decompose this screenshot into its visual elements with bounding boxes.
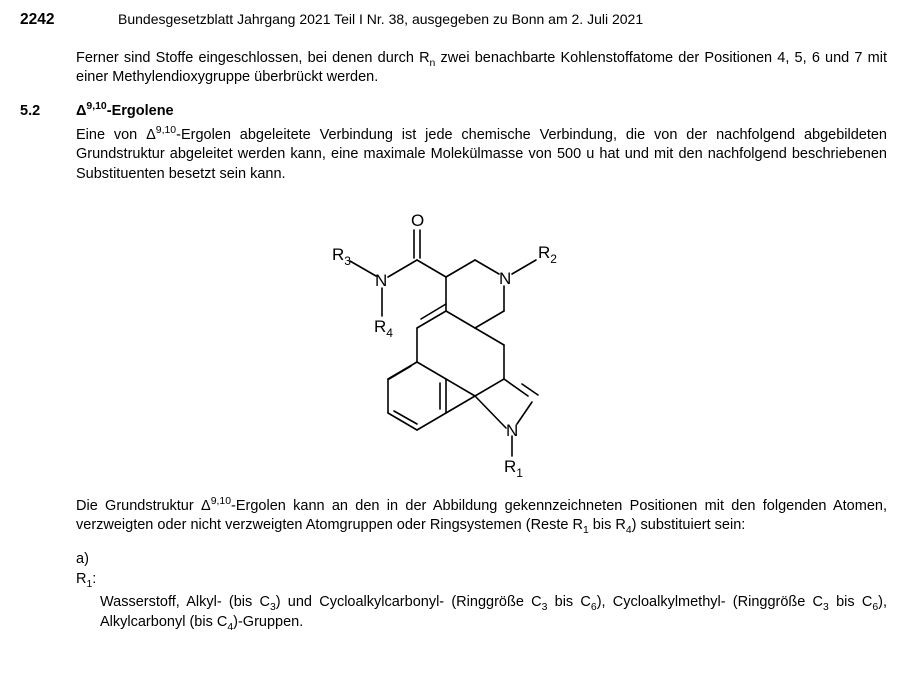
- atom-label-R3-sub: 3: [344, 254, 351, 268]
- section-title-sup: 9,10: [86, 101, 106, 112]
- list-item-a: a) R1:: [76, 550, 887, 589]
- la-t2: ) und Cycloalkylcarbonyl- (Ringgröße C: [276, 594, 542, 610]
- atom-label-N-indole: N: [506, 421, 518, 440]
- def-sup1: 9,10: [156, 125, 176, 136]
- section-title-pre: Δ: [76, 103, 86, 119]
- list-a-label: a) R1:: [76, 550, 100, 589]
- la-t5: bis C: [829, 594, 872, 610]
- after-paragraph: Die Grundstruktur Δ9,10-Ergolen kann an …: [76, 497, 887, 536]
- atom-label-N-amide: N: [375, 271, 387, 290]
- la-t4: ), Cycloalkylmethyl- (Ring­größe C: [597, 594, 823, 610]
- la-t3: bis C: [547, 594, 590, 610]
- section-title-post: -Ergolene: [107, 103, 174, 119]
- def-t1: Eine von Δ: [76, 127, 156, 143]
- la-t1: Wasserstoff, Alkyl- (bis C: [100, 594, 270, 610]
- after-t1: Die Grundstruktur Δ: [76, 498, 211, 514]
- section-heading-row: 5.2 Δ9,10-Ergolene: [20, 102, 887, 122]
- atom-label-R4-sub: 4: [386, 326, 393, 340]
- section-title: Δ9,10-Ergolene: [76, 102, 174, 122]
- section-number: 5.2: [20, 102, 76, 122]
- atom-label-R2: R: [538, 243, 550, 262]
- page-header: 2242 Bundesgesetzblatt Jahrgang 2021 Tei…: [20, 10, 887, 31]
- atom-label-R1-sub: 1: [516, 466, 523, 478]
- list-a-body: Wasserstoff, Alkyl- (bis C3) und Cycloal…: [100, 593, 887, 632]
- svg-text:R3: R3: [332, 245, 351, 268]
- intro-text-1: Ferner sind Stoffe eingeschlossen, bei d…: [76, 50, 430, 66]
- molecule-diagram: O R3 N R4 N R2 N R1: [274, 198, 634, 478]
- def-t2: -Ergolen abgeleitete Verbindung ist jede…: [76, 127, 887, 182]
- svg-text:R2: R2: [538, 243, 557, 266]
- after-t4: ) substituiert sein:: [632, 517, 746, 533]
- svg-text:R1: R1: [504, 457, 523, 478]
- chemical-structure: O R3 N R4 N R2 N R1: [20, 198, 887, 485]
- after-sup1: 9,10: [211, 496, 231, 507]
- atom-label-R2-sub: 2: [550, 252, 557, 266]
- intro-paragraph: Ferner sind Stoffe eingeschlossen, bei d…: [76, 49, 887, 88]
- atom-label-R1: R: [504, 457, 516, 476]
- atom-label-R3: R: [332, 245, 344, 264]
- atom-label-R4: R: [374, 317, 386, 336]
- list-a-post: :: [92, 571, 96, 587]
- journal-title: Bundesgesetzblatt Jahrgang 2021 Teil I N…: [118, 10, 643, 31]
- atom-label-O: O: [411, 211, 424, 230]
- definition-paragraph: Eine von Δ9,10-Ergolen abgeleitete Verbi…: [76, 126, 887, 185]
- after-t3: bis R: [589, 517, 626, 533]
- la-t7: )-Gruppen.: [233, 614, 303, 630]
- atom-label-N-ring: N: [499, 269, 511, 288]
- svg-text:R4: R4: [374, 317, 393, 340]
- page-number: 2242: [20, 10, 118, 31]
